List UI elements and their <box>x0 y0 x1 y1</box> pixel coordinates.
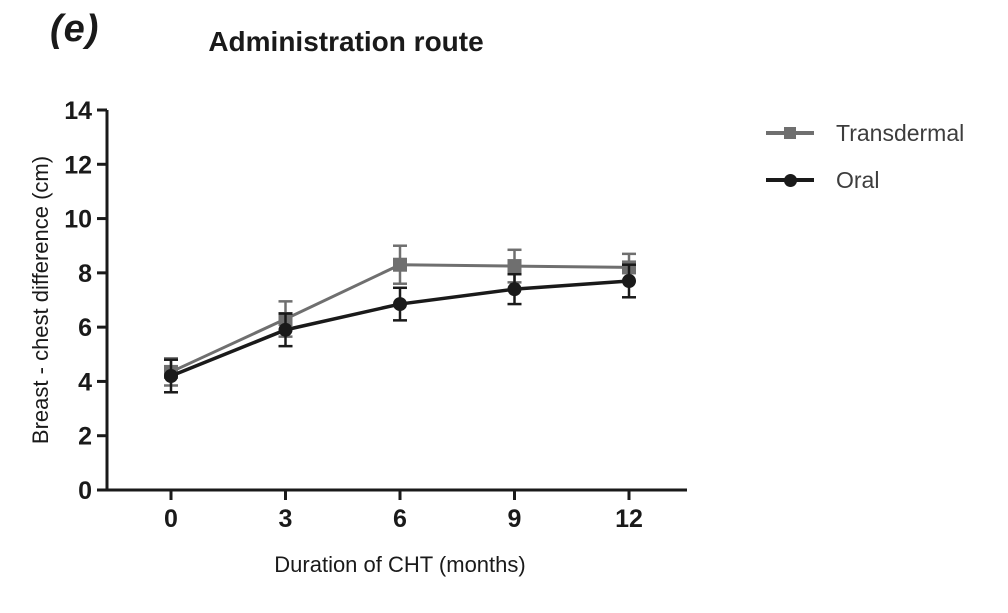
data-point-oral <box>622 274 636 288</box>
y-tick-label: 6 <box>78 314 92 342</box>
data-point-oral <box>393 297 407 312</box>
y-tick-label: 14 <box>64 97 92 125</box>
transdermal-series-key-icon <box>766 125 814 141</box>
legend: Transdermal Oral <box>766 119 964 194</box>
y-tick-label: 2 <box>78 423 92 451</box>
legend-label-transdermal: Transdermal <box>836 119 965 146</box>
data-point-oral <box>507 282 522 297</box>
legend-item-transdermal: Transdermal <box>766 119 964 147</box>
y-tick-label: 12 <box>64 151 92 179</box>
y-tick-label: 8 <box>78 260 92 288</box>
legend-item-oral: Oral <box>766 166 964 194</box>
y-tick-label: 10 <box>64 206 92 234</box>
x-tick-label: 9 <box>508 505 522 533</box>
x-tick-label: 0 <box>164 505 178 533</box>
x-tick-label: 12 <box>615 505 643 533</box>
y-axis-title: Breast - chest difference (cm) <box>28 156 53 444</box>
panel-label: (e) <box>50 8 100 50</box>
x-axis-title: Duration of CHT (months) <box>274 552 525 577</box>
data-point-oral <box>278 322 293 337</box>
y-tick-label: 0 <box>78 477 92 505</box>
oral-series-key-icon <box>766 172 814 188</box>
x-tick-label: 3 <box>279 505 293 533</box>
legend-label-oral: Oral <box>836 166 880 193</box>
chart-title: Administration route <box>208 26 484 57</box>
data-point-transdermal <box>393 257 407 272</box>
y-tick-label: 4 <box>78 368 92 396</box>
data-point-transdermal <box>507 259 522 274</box>
x-tick-label: 6 <box>393 505 407 533</box>
data-point-oral <box>164 369 178 383</box>
